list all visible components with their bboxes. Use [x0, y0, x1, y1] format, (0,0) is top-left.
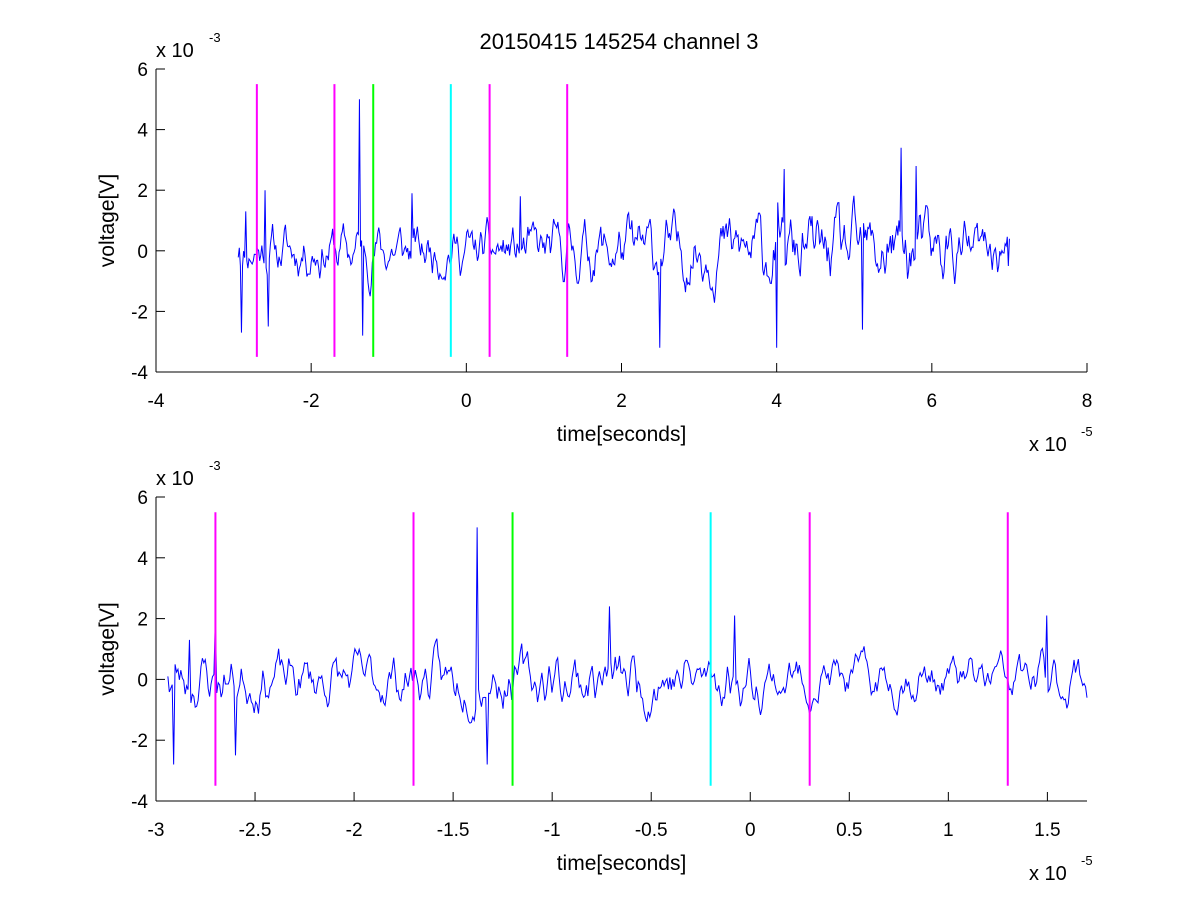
y-tick-label: -4: [131, 792, 148, 813]
x-tick-label: -4: [148, 391, 165, 412]
x-exponent: -5: [1081, 424, 1093, 439]
y-multiplier: x 10: [156, 468, 194, 490]
y-exponent: -3: [209, 458, 221, 473]
y-tick-label: -2: [131, 731, 148, 752]
y-tick-label: 2: [137, 181, 148, 202]
x-exponent: -5: [1081, 853, 1093, 868]
x-tick-label: -3: [148, 820, 165, 841]
y-tick-label: 6: [137, 60, 148, 81]
x-axis-label: time[seconds]: [557, 423, 687, 446]
x-axis-label: time[seconds]: [557, 852, 687, 875]
signal-trace: [237, 99, 1010, 348]
y-tick-label: -2: [131, 302, 148, 323]
bottom-subplot: -4 -2 0 2 4 6 -3 -2.5 -2 -1.5 -1 -0.5 0 0.5 1 1.5 time[s…: [96, 458, 1093, 885]
y-exponent: -3: [209, 30, 221, 45]
x-tick-label: -0.5: [635, 820, 668, 841]
x-tick-label: -2: [303, 391, 320, 412]
y-tick-label: -4: [131, 363, 148, 384]
signal-trace: [167, 527, 1088, 765]
x-tick-label: 0: [461, 391, 472, 412]
y-tick-label: 6: [137, 488, 148, 509]
x-tick-label: 0: [745, 820, 756, 841]
x-tick-label: -2: [346, 820, 363, 841]
x-tick-label: -2.5: [239, 820, 272, 841]
x-tick-label: 8: [1082, 391, 1093, 412]
x-tick-label: -1.5: [437, 820, 470, 841]
y-tick-label: 4: [137, 121, 148, 142]
y-tick-label: 4: [137, 549, 148, 570]
y-tick-label: 2: [137, 610, 148, 631]
x-multiplier: x 10: [1029, 863, 1067, 885]
x-tick-label: -1: [544, 820, 561, 841]
x-tick-label: 4: [771, 391, 782, 412]
x-tick-label: 0.5: [836, 820, 862, 841]
y-tick-label: 0: [137, 242, 148, 263]
y-tick-label: 0: [137, 670, 148, 691]
x-tick-label: 1.5: [1034, 820, 1060, 841]
x-multiplier: x 10: [1029, 434, 1067, 456]
top-subplot: -4 -2 0 2 4 6 -4 -2 0 2 4 6 8 time[seconds] voltage[V]…: [96, 30, 1093, 456]
x-tick-label: 1: [943, 820, 954, 841]
x-tick-label: 2: [616, 391, 627, 412]
figure-title: 20150415 145254 channel 3: [480, 29, 759, 54]
x-tick-label: 6: [927, 391, 938, 412]
y-axis-label: voltage[V]: [96, 602, 119, 695]
y-axis-label: voltage[V]: [96, 174, 119, 267]
y-multiplier: x 10: [156, 40, 194, 62]
